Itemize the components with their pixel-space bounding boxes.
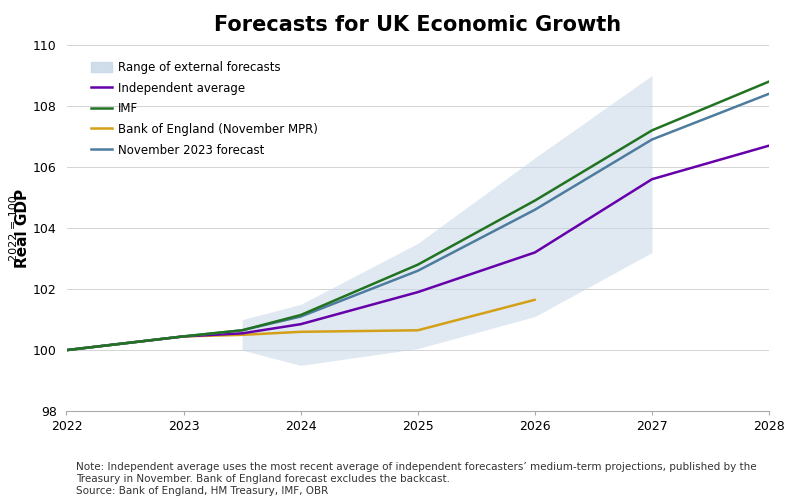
Y-axis label: Real GDP: Real GDP	[15, 188, 30, 267]
Text: Note: Independent average uses the most recent average of independent forecaster: Note: Independent average uses the most …	[76, 462, 757, 496]
Text: 2022 = 100: 2022 = 100	[9, 195, 19, 261]
Legend: Range of external forecasts, Independent average, IMF, Bank of England (November: Range of external forecasts, Independent…	[86, 56, 323, 161]
Title: Forecasts for UK Economic Growth: Forecasts for UK Economic Growth	[214, 15, 622, 35]
